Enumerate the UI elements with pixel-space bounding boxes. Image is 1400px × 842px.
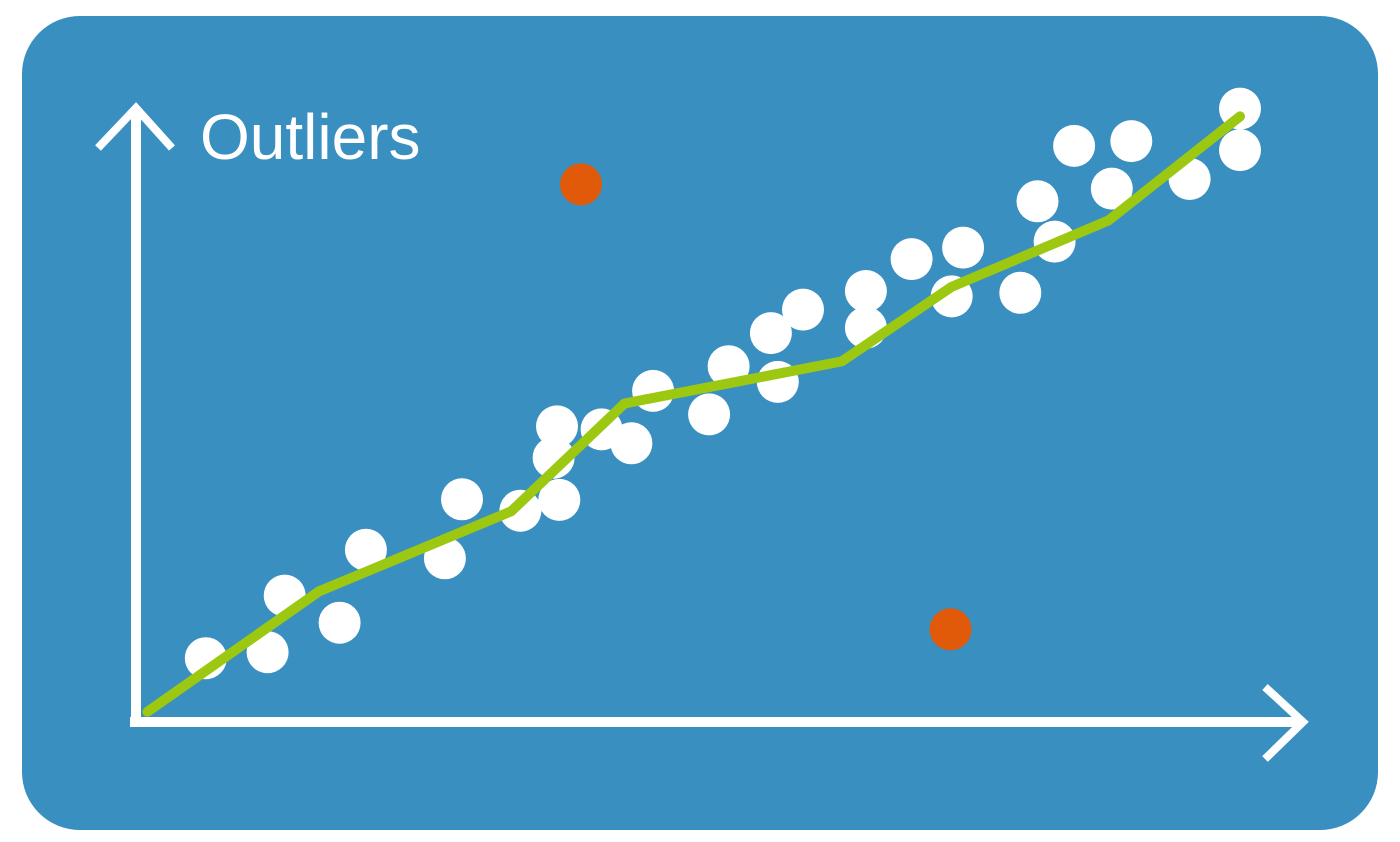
data-point-29 xyxy=(1090,167,1133,210)
data-point-9 xyxy=(536,405,578,448)
data-points xyxy=(184,87,1261,680)
chart-title: Outliers xyxy=(200,101,421,173)
data-point-19 xyxy=(782,288,824,331)
data-point-11 xyxy=(538,478,581,521)
data-point-17 xyxy=(749,312,792,355)
trend-line xyxy=(142,111,1245,717)
data-point-5 xyxy=(344,528,387,571)
data-point-15 xyxy=(688,393,731,436)
outlier-point-2 xyxy=(929,608,972,651)
x-axis xyxy=(130,684,1309,762)
data-point-4 xyxy=(318,601,361,644)
data-point-28 xyxy=(1053,124,1096,167)
y-axis-arrowhead xyxy=(95,102,175,151)
data-point-20 xyxy=(844,270,887,312)
data-point-22 xyxy=(890,238,933,281)
data-point-26 xyxy=(1016,180,1059,223)
data-point-7 xyxy=(441,478,483,521)
y-axis xyxy=(95,102,175,724)
data-point-24 xyxy=(942,226,985,269)
data-point-33 xyxy=(1219,129,1261,172)
trend-line-group xyxy=(142,111,1245,717)
data-point-25 xyxy=(999,271,1042,314)
data-point-2 xyxy=(246,631,289,674)
outlier-points xyxy=(560,163,972,651)
data-point-10 xyxy=(532,436,575,479)
x-axis-arrowhead xyxy=(1262,684,1309,762)
data-point-8 xyxy=(499,489,542,532)
data-point-30 xyxy=(1110,120,1153,163)
data-point-13 xyxy=(610,422,653,465)
outlier-point-1 xyxy=(560,163,602,206)
